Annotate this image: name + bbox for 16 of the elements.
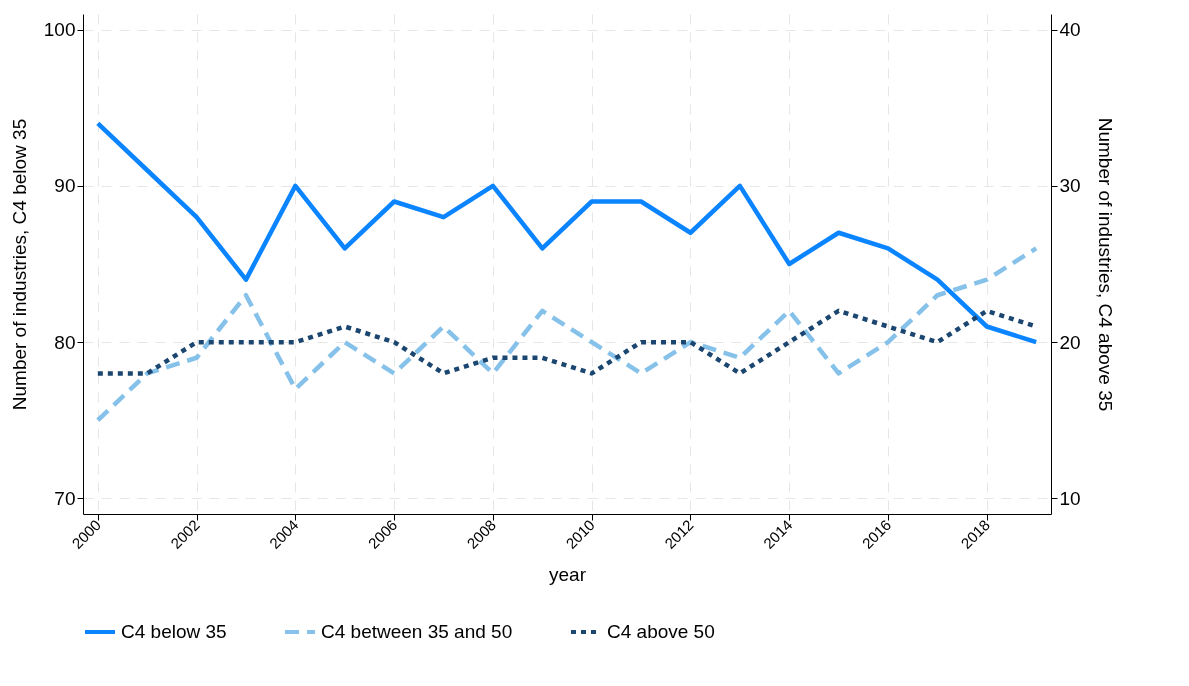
legend-label: C4 between 35 and 50: [321, 621, 513, 642]
y2-tick-label: 40: [1059, 19, 1081, 41]
y2-tick-label: 10: [1059, 487, 1081, 509]
y-tick-label: 100: [43, 19, 76, 41]
y2-tick-label: 30: [1059, 175, 1081, 197]
y2-tick-label: 20: [1059, 331, 1081, 353]
y-axis-title: Number of industries, C4 below 35: [8, 118, 30, 411]
y-tick-label: 80: [54, 331, 76, 353]
legend-label: C4 above 50: [607, 621, 715, 642]
line-series: [95, 246, 1039, 423]
y-tick-label: 70: [54, 487, 76, 509]
line-series: [95, 121, 1039, 345]
y2-axis-title: Number of industries, C4 above 35: [1094, 117, 1116, 412]
y-tick-label: 90: [54, 175, 76, 197]
x-axis-title: year: [549, 563, 587, 585]
legend-label: C4 below 35: [121, 621, 227, 642]
